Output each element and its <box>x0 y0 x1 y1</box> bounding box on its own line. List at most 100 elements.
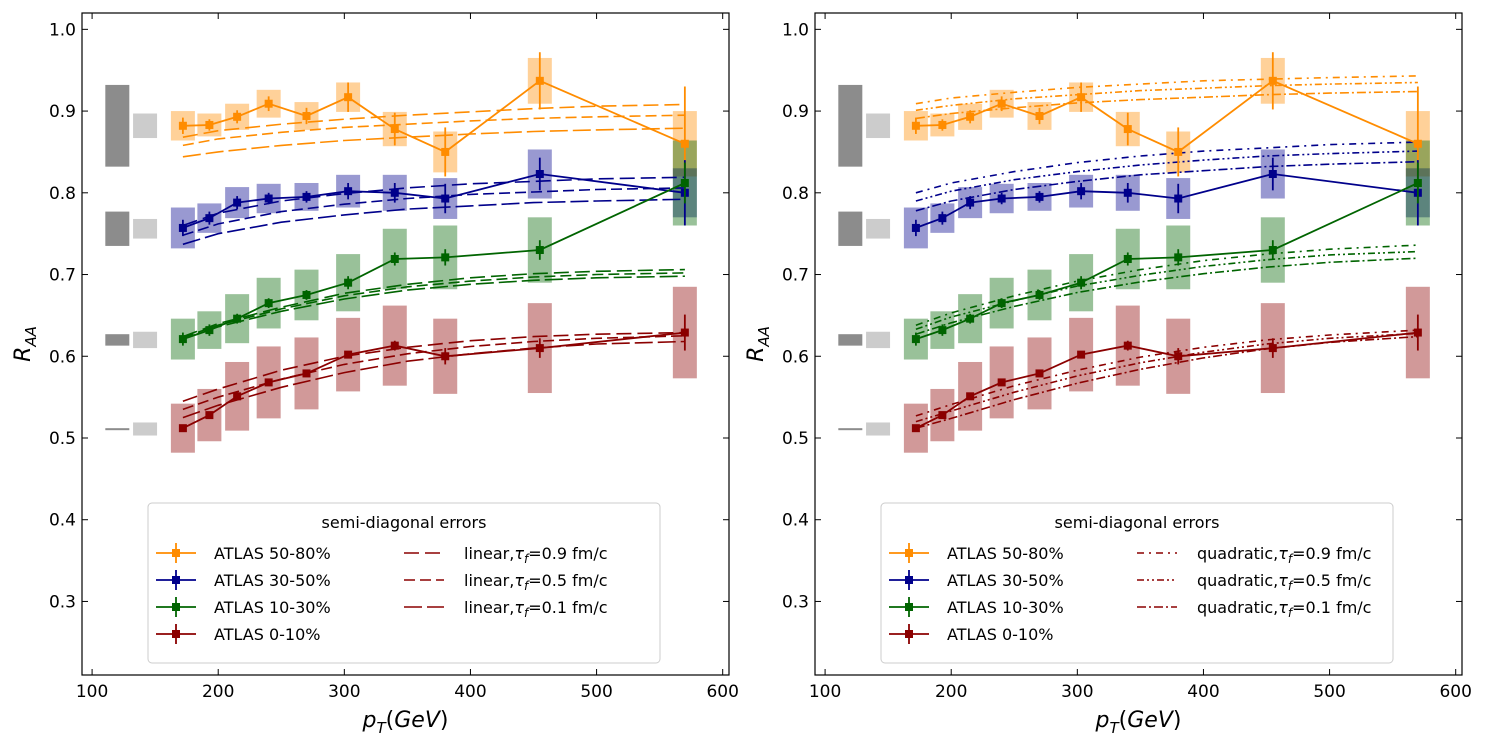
data-point <box>344 187 353 196</box>
normalization-box <box>838 334 863 346</box>
data-point <box>233 112 242 121</box>
x-tick-label: 600 <box>706 682 738 702</box>
model-curve <box>915 81 1418 112</box>
legend-title: semi-diagonal errors <box>322 513 487 532</box>
y-tick-label: 1.0 <box>49 20 76 40</box>
data-point <box>1413 139 1422 148</box>
model-curve <box>182 187 685 237</box>
legend-series-label: ATLAS 10-30% <box>947 598 1064 617</box>
y-tick-label: 0.6 <box>782 347 809 367</box>
data-point <box>390 125 399 134</box>
normalization-box <box>866 422 891 436</box>
y-tick-label: 0.4 <box>782 511 809 531</box>
data-point <box>966 392 975 401</box>
data-point <box>1268 246 1277 255</box>
data-point <box>938 326 947 335</box>
normalization-box <box>105 84 130 167</box>
normalization-box <box>866 218 891 239</box>
data-point <box>1035 111 1044 120</box>
data-point <box>680 139 689 148</box>
normalization-box <box>105 211 130 246</box>
data-point <box>1077 187 1086 196</box>
y-tick-label: 1.0 <box>782 20 809 40</box>
data-point <box>264 299 273 308</box>
y-tick-label: 0.8 <box>782 184 809 204</box>
data-point <box>390 255 399 264</box>
data-point <box>997 194 1006 203</box>
y-tick-label: 0.5 <box>782 429 809 449</box>
data-point <box>1035 369 1044 378</box>
normalization-box <box>133 422 158 436</box>
model-curve <box>182 272 685 339</box>
data-point <box>535 344 544 353</box>
data-point <box>911 223 920 232</box>
model-curve <box>915 141 1418 194</box>
data-point <box>233 314 242 323</box>
legend-series-label: ATLAS 30-50% <box>947 571 1064 590</box>
legend-title: semi-diagonal errors <box>1055 513 1220 532</box>
model-curve <box>915 244 1418 326</box>
y-tick-label: 0.9 <box>49 102 76 122</box>
model-curve <box>182 198 685 246</box>
data-point <box>1123 255 1132 264</box>
data-point <box>938 120 947 129</box>
legend-model-label: quadratic,τf=0.5 fm/c <box>1197 571 1371 593</box>
model-curve <box>915 150 1418 202</box>
legend-model-label: linear,τf=0.1 fm/c <box>464 598 608 620</box>
data-point <box>441 194 450 203</box>
data-point <box>1174 194 1183 203</box>
data-point <box>1268 170 1277 179</box>
series-line <box>915 79 1419 153</box>
data-point <box>302 192 311 201</box>
normalization-box <box>105 428 130 431</box>
y-tick-label: 0.3 <box>49 592 76 612</box>
data-point <box>302 111 311 120</box>
model-curve <box>182 268 685 338</box>
series-line <box>915 173 1419 229</box>
legend-series-marker <box>905 549 913 557</box>
legend-series-marker <box>172 630 180 638</box>
data-point <box>938 411 947 420</box>
normalization-box <box>133 218 158 239</box>
series-line <box>915 182 1419 340</box>
data-point <box>1077 93 1086 102</box>
data-point <box>1077 278 1086 287</box>
series-line <box>182 173 686 229</box>
x-tick-label: 300 <box>328 682 360 702</box>
model-curve <box>182 127 685 158</box>
model-curve <box>915 332 1418 423</box>
y-axis-title: RAA <box>11 326 40 362</box>
data-point <box>441 352 450 361</box>
x-tick-label: 200 <box>202 682 234 702</box>
model-curve <box>915 160 1418 212</box>
legend-series-marker <box>905 603 913 611</box>
legend-box <box>880 502 1394 664</box>
right-panel: 100 200 300 400 500 600 0.3 0.4 0.5 0.6 0.7 0.8 0.9 1… <box>744 12 1472 737</box>
x-tick-label: 200 <box>935 682 967 702</box>
data-point <box>535 246 544 255</box>
data-point <box>264 194 273 203</box>
x-tick-label: 500 <box>580 682 612 702</box>
data-point <box>1268 344 1277 353</box>
data-point <box>264 378 273 387</box>
x-axis-title: pT(GeV) <box>1095 708 1182 737</box>
legend-box <box>147 502 661 664</box>
legend-series-label: ATLAS 0-10% <box>947 625 1053 644</box>
data-point <box>441 147 450 156</box>
data-point <box>680 178 689 187</box>
legend-series-label: ATLAS 50-80% <box>947 544 1064 563</box>
data-point <box>344 93 353 102</box>
model-curve <box>915 75 1418 105</box>
legend-series-marker <box>172 549 180 557</box>
legend-series-marker <box>905 576 913 584</box>
normalization-box <box>866 331 891 349</box>
legend-model-label: linear,τf=0.5 fm/c <box>464 571 608 593</box>
x-tick-label: 400 <box>1187 682 1219 702</box>
y-tick-label: 0.7 <box>782 266 809 286</box>
data-point <box>233 198 242 207</box>
y-tick-label: 0.8 <box>49 184 76 204</box>
data-point <box>390 341 399 350</box>
data-point <box>178 121 187 130</box>
data-point <box>535 76 544 85</box>
data-point <box>1077 350 1086 359</box>
